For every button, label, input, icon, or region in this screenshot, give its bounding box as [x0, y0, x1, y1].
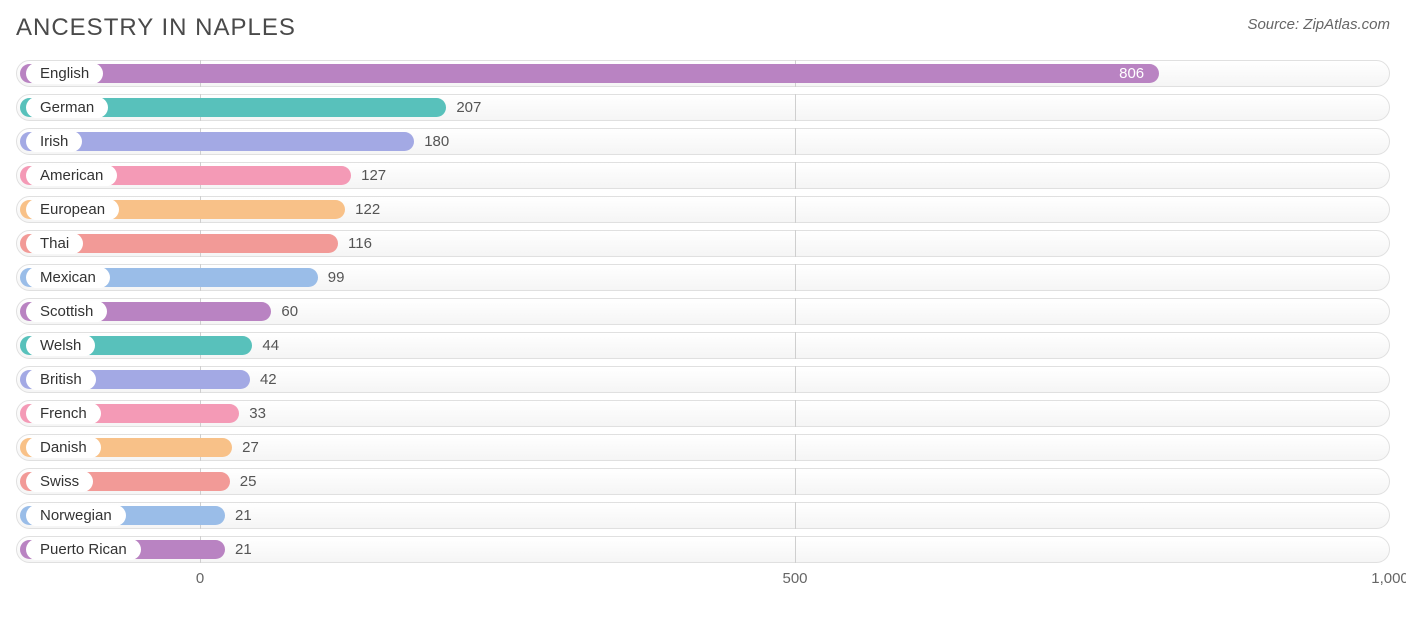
bar-value-label: 42 [260, 366, 277, 393]
chart-source: Source: ZipAtlas.com [1247, 14, 1390, 33]
bar-value-label: 33 [249, 400, 266, 427]
bar-label-pill: English [26, 63, 103, 84]
bar-label-pill: American [26, 165, 117, 186]
axis-tick-label: 0 [196, 570, 204, 587]
bar-value-label: 99 [328, 264, 345, 291]
bar-label-pill: French [26, 403, 101, 424]
bar-row: Mexican 99 [16, 264, 1390, 291]
bar-label-pill: Puerto Rican [26, 539, 141, 560]
bar-row: Thai 116 [16, 230, 1390, 257]
bar-row: French 33 [16, 400, 1390, 427]
bar-row: Danish 27 [16, 434, 1390, 461]
bar-row: Swiss 25 [16, 468, 1390, 495]
bar-value-label: 116 [348, 230, 372, 257]
bar-label-pill: Scottish [26, 301, 107, 322]
bar-label-pill: Thai [26, 233, 83, 254]
bar-value-label: 21 [235, 536, 252, 563]
axis-tick-label: 1,000 [1371, 570, 1406, 587]
chart-title: ANCESTRY IN NAPLES [16, 14, 296, 42]
bar-label-pill: Irish [26, 131, 82, 152]
chart-header: ANCESTRY IN NAPLES Source: ZipAtlas.com [16, 14, 1390, 42]
bar-value-label: 806 [1119, 60, 1144, 87]
bar-row: German 207 [16, 94, 1390, 121]
bar-row: European 122 [16, 196, 1390, 223]
bar-label-pill: British [26, 369, 96, 390]
bar-label-pill: German [26, 97, 108, 118]
bar-value-label: 27 [242, 434, 259, 461]
bar-value-label: 127 [361, 162, 386, 189]
bar-row: English 806 [16, 60, 1390, 87]
bar-row: Welsh 44 [16, 332, 1390, 359]
bar-row: Puerto Rican 21 [16, 536, 1390, 563]
bar-row: Irish 180 [16, 128, 1390, 155]
bar-value-label: 180 [424, 128, 449, 155]
bar-row: British 42 [16, 366, 1390, 393]
bar-value-label: 25 [240, 468, 257, 495]
bar-value-label: 21 [235, 502, 252, 529]
bar-value-label: 44 [262, 332, 279, 359]
bar-row: Scottish 60 [16, 298, 1390, 325]
bar-label-pill: Norwegian [26, 505, 126, 526]
bar-row: Norwegian 21 [16, 502, 1390, 529]
bars-wrap: English 806 German 207 Irish 180 American 127 Eu… [16, 60, 1390, 563]
chart-container: ANCESTRY IN NAPLES Source: ZipAtlas.com … [0, 0, 1406, 608]
bar-label-pill: European [26, 199, 119, 220]
bar-label-pill: Welsh [26, 335, 95, 356]
bar-label-pill: Danish [26, 437, 101, 458]
bar-value-label: 122 [355, 196, 380, 223]
bar-value-label: 207 [456, 94, 481, 121]
bar-row: American 127 [16, 162, 1390, 189]
bar-fill [20, 64, 1159, 83]
bar-label-pill: Mexican [26, 267, 110, 288]
axis-tick-label: 500 [782, 570, 807, 587]
chart-area: English 806 German 207 Irish 180 American 127 Eu… [16, 60, 1390, 600]
x-axis: 05001,000 [16, 570, 1390, 600]
bar-label-pill: Swiss [26, 471, 93, 492]
bar-value-label: 60 [281, 298, 298, 325]
